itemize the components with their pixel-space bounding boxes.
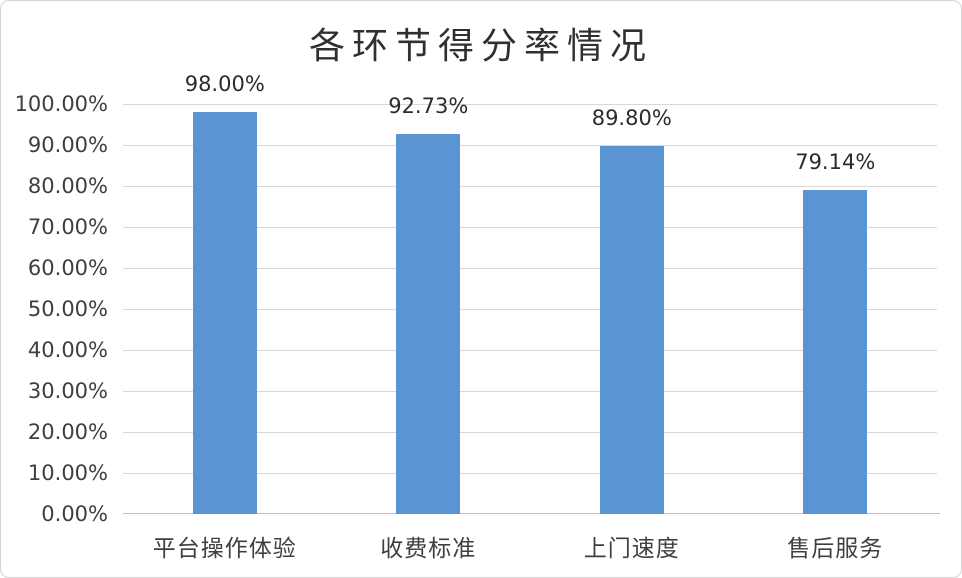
chart-title: 各环节得分率情况: [308, 26, 653, 67]
bar-group: 79.14%: [734, 104, 938, 514]
category-label: 收费标准: [380, 536, 477, 562]
bar-group: 89.80%: [530, 104, 734, 514]
bar-group: 98.00%: [123, 72, 327, 514]
gridline: [123, 186, 937, 187]
bars-container: 98.00% 92.73% 89.80% 79.14%: [123, 72, 938, 514]
y-tick-label: 40.00%: [27, 338, 108, 362]
bar: [192, 112, 257, 514]
x-axis-category-labels: 平台操作体验 收费标准 上门速度 售后服务: [123, 529, 937, 563]
y-tick-label: 80.00%: [27, 174, 108, 198]
y-axis: 100.00% 90.00% 80.00% 70.00% 60.00% 50.0…: [1, 92, 108, 526]
y-tick-label: 100.00%: [14, 92, 108, 116]
bar: [396, 133, 461, 514]
data-label: 89.80%: [591, 105, 672, 130]
bar: [803, 189, 868, 514]
y-tick-label: 10.00%: [27, 461, 108, 485]
data-label: 92.73%: [388, 93, 469, 118]
gridline: [123, 350, 937, 351]
plot-area: 98.00% 92.73% 89.80% 79.14%: [123, 72, 940, 514]
gridline: [123, 104, 937, 105]
category-label: 售后服务: [787, 536, 884, 562]
bar: [599, 145, 664, 514]
category-label: 上门速度: [583, 536, 680, 562]
data-label: 98.00%: [184, 72, 265, 97]
x-axis-line: [123, 513, 940, 514]
y-tick-label: 50.00%: [27, 297, 108, 321]
gridline: [123, 309, 937, 310]
y-tick-label: 30.00%: [27, 379, 108, 403]
bar-group: 92.73%: [327, 94, 531, 514]
gridline: [123, 391, 937, 392]
y-tick-label: 90.00%: [27, 133, 108, 157]
gridline: [123, 268, 937, 269]
y-tick-label: 0.00%: [41, 502, 108, 526]
y-tick-label: 60.00%: [27, 256, 108, 280]
y-tick-label: 70.00%: [27, 215, 108, 239]
y-tick-label: 20.00%: [27, 420, 108, 444]
gridline: [123, 145, 937, 146]
gridline: [123, 432, 937, 433]
category-label: 平台操作体验: [152, 536, 297, 562]
gridline: [123, 473, 937, 474]
gridline: [123, 227, 937, 228]
data-label: 79.14%: [795, 149, 876, 174]
